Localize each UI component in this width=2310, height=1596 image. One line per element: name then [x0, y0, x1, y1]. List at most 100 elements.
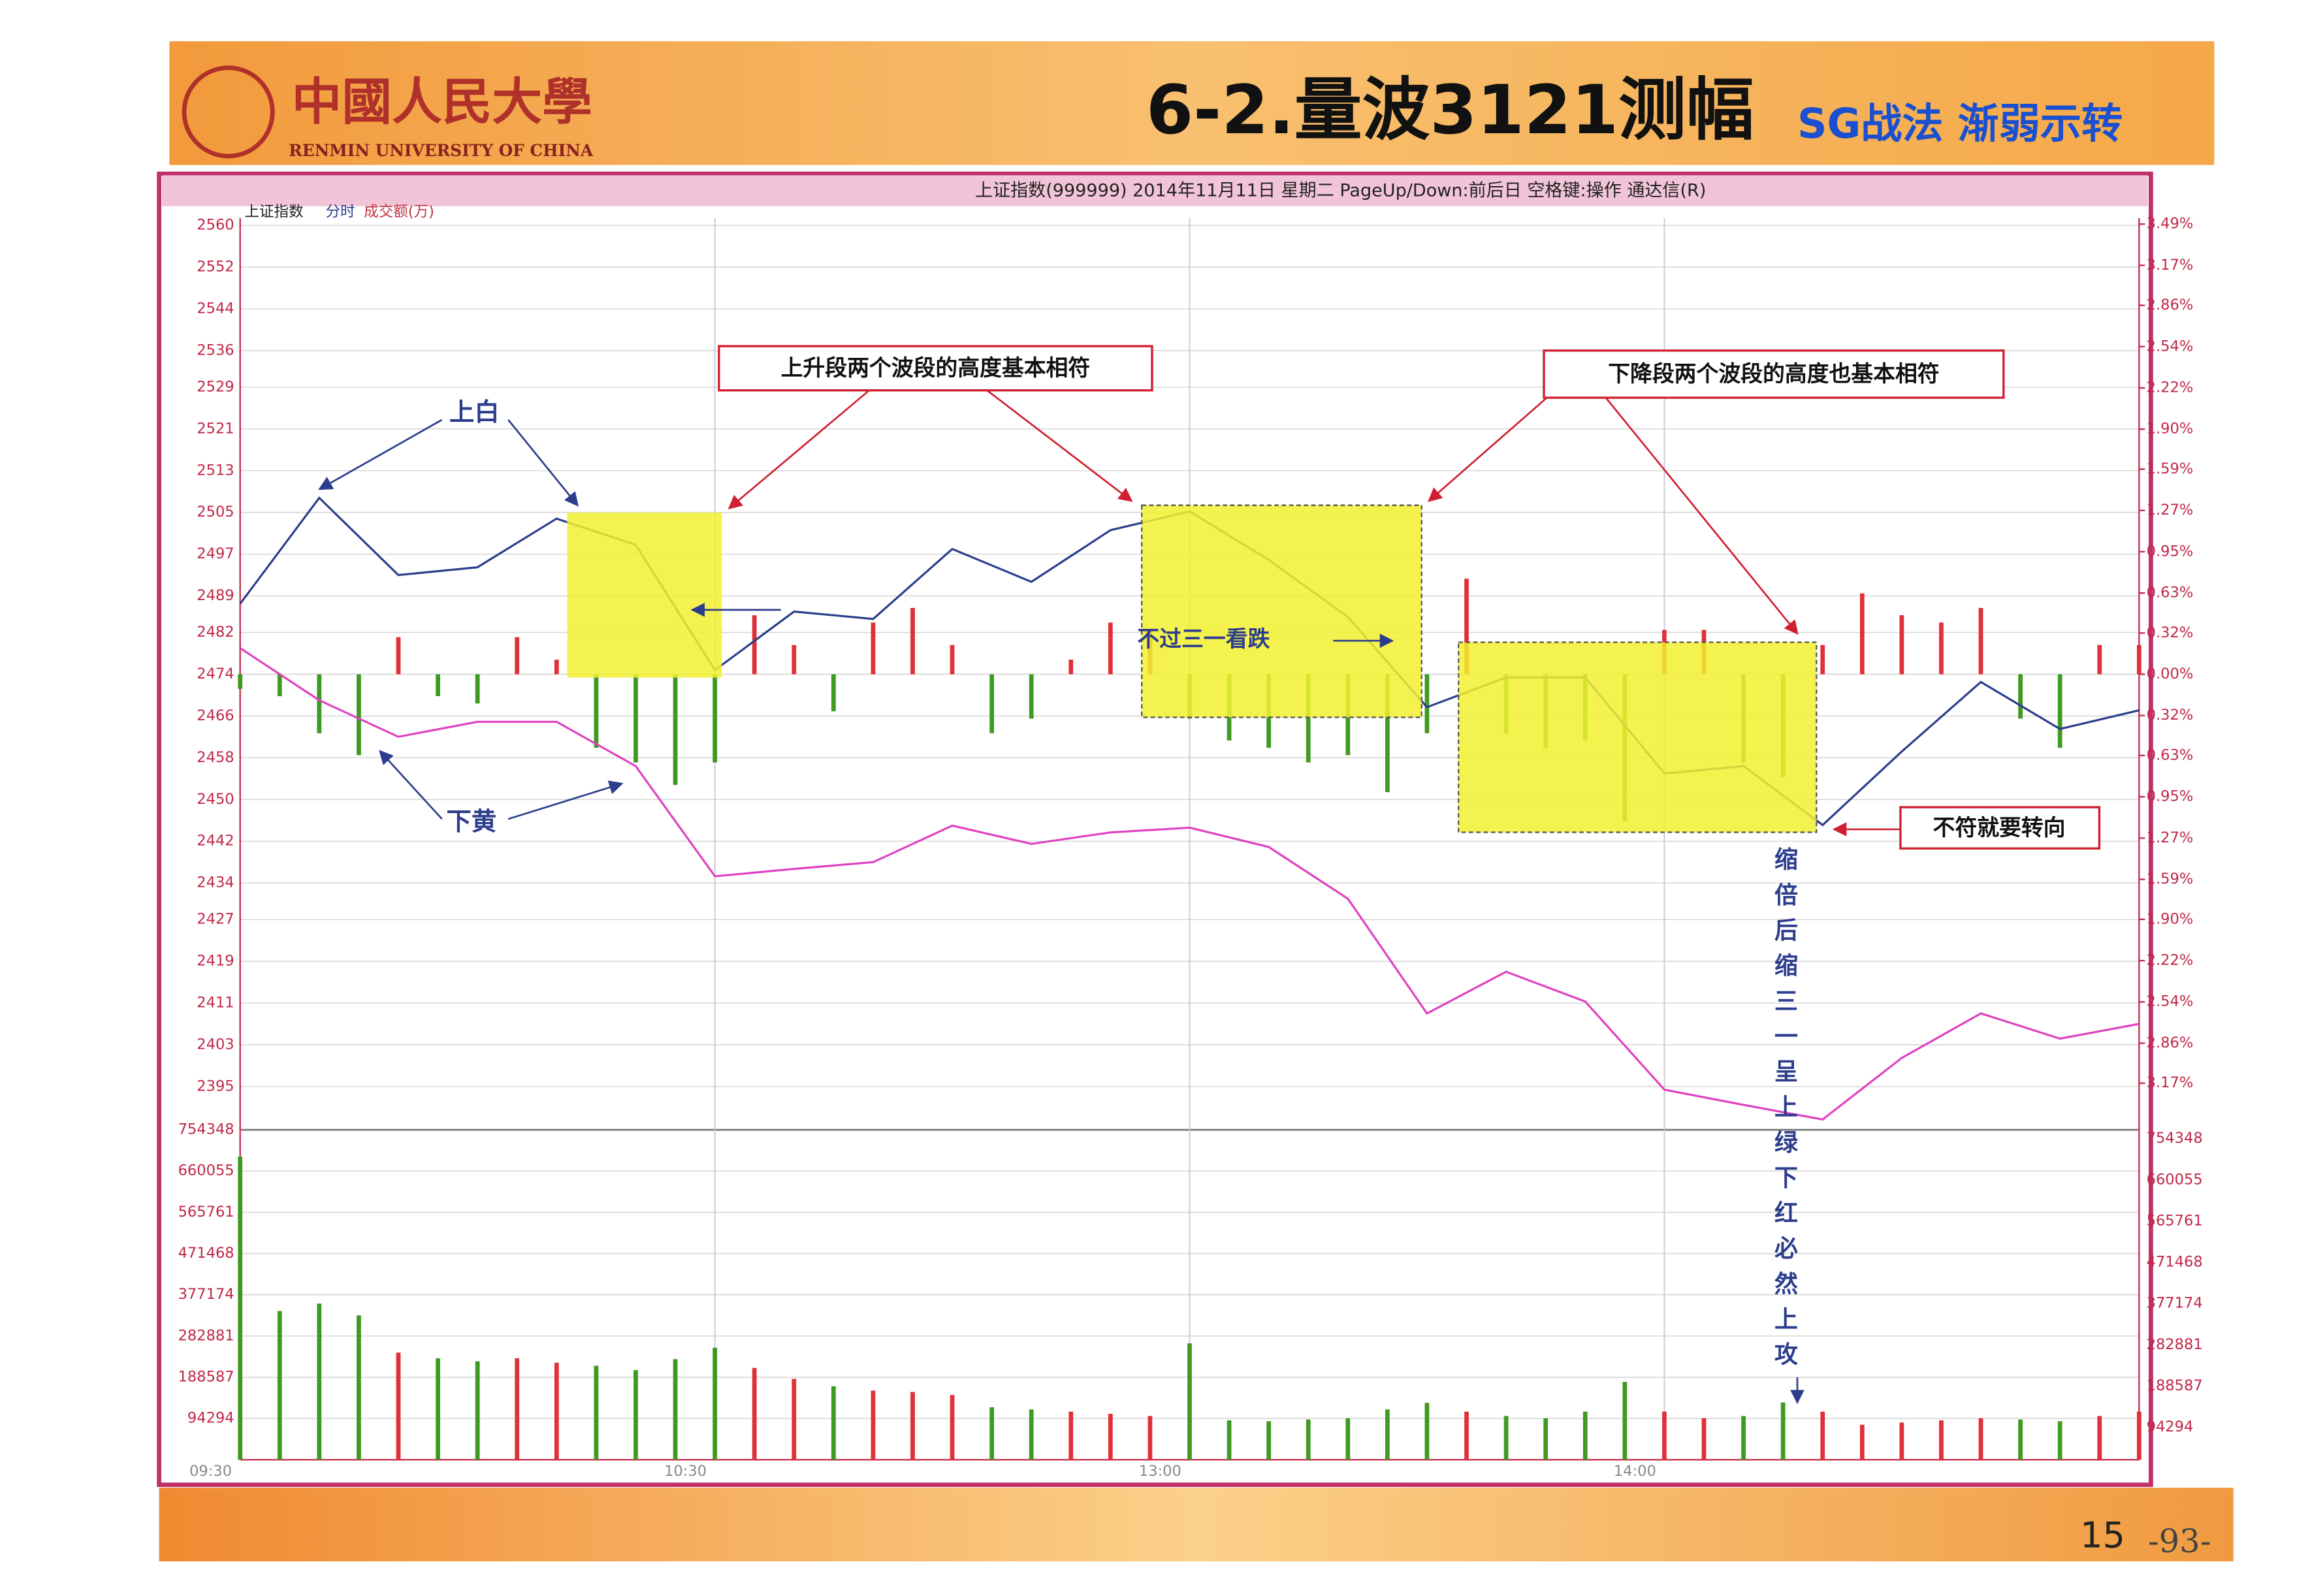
callout-box: [1543, 349, 2005, 399]
panel-label: 成交额(万): [364, 203, 434, 220]
volume-bar: [713, 1347, 717, 1460]
y2-tick-label: 2.22%: [2147, 952, 2194, 969]
panel-label: 分时: [326, 203, 355, 220]
volume-bar: [238, 1157, 243, 1460]
y2-tick-label: 0.95%: [2147, 788, 2194, 805]
volume-bar: [1424, 1403, 1430, 1460]
y2-tick-label: 2.86%: [2147, 1034, 2194, 1051]
volume-tick-label: 94294: [187, 1410, 234, 1427]
y-tick-label: 2466: [197, 707, 234, 724]
volume-bar: [1701, 1418, 1707, 1460]
y-tick-label: 2411: [197, 995, 234, 1012]
volume-bar: [1820, 1411, 1825, 1460]
volume-bar: [1859, 1424, 1865, 1460]
y-tick-label: 2474: [197, 665, 234, 682]
momentum-bar: [475, 674, 480, 704]
volume-bar: [277, 1311, 282, 1460]
volume-bar: [1464, 1411, 1469, 1460]
momentum-bar: [1859, 593, 1865, 675]
volume-bar: [1345, 1418, 1351, 1460]
volume-tick-label: 471468: [178, 1245, 234, 1262]
y2-tick-label: 0.63%: [2147, 746, 2194, 763]
volume-tick-label: 188587: [2147, 1377, 2203, 1394]
volume-bar: [1306, 1419, 1311, 1460]
y2-tick-label: 0.32%: [2147, 707, 2194, 724]
y2-tick-label: 1.90%: [2147, 910, 2194, 927]
annotation: 不符就要转向: [1933, 814, 2066, 840]
volume-bar: [1622, 1382, 1628, 1460]
x-tick-label: 10:30: [664, 1463, 707, 1480]
momentum-bar: [1385, 674, 1390, 793]
volume-bar: [436, 1358, 440, 1460]
volume-tick-label: 565761: [2147, 1212, 2203, 1229]
y-tick-label: 2450: [197, 791, 234, 808]
volume-bar: [1543, 1418, 1548, 1460]
page-number: -93-: [2148, 1522, 2211, 1560]
volume-bar: [752, 1367, 757, 1460]
momentum-bar: [1306, 674, 1311, 763]
y2-tick-label: 1.27%: [2147, 829, 2194, 846]
volume-bar: [1503, 1416, 1509, 1460]
momentum-bar: [1068, 660, 1074, 675]
volume-tick-label: 660055: [2147, 1171, 2203, 1188]
y-tick-label: 2552: [197, 259, 234, 276]
header-banner: [169, 41, 2215, 165]
y-tick-label: 2544: [197, 300, 234, 317]
annotation: 不过三一看跌: [1137, 626, 1270, 652]
momentum-bar: [1978, 607, 1983, 675]
momentum-bar: [673, 674, 678, 785]
y2-tick-label: 3.49%: [2147, 215, 2194, 232]
momentum-bar: [594, 674, 599, 748]
volume-bar: [1147, 1416, 1153, 1460]
momentum-bar: [989, 674, 995, 733]
volume-bar: [475, 1361, 480, 1460]
y2-tick-label: 1.90%: [2147, 421, 2194, 438]
volume-bar: [1108, 1414, 1113, 1460]
volume-bar: [1068, 1411, 1074, 1460]
volume-bar: [673, 1359, 678, 1460]
momentum-bar: [317, 674, 322, 733]
y-tick-label: 2434: [197, 874, 234, 891]
y-tick-label: 2536: [197, 342, 234, 359]
x-tick-label: 09:30: [189, 1463, 232, 1480]
momentum-bar: [1820, 645, 1825, 675]
momentum-bar: [1029, 674, 1034, 719]
y2-tick-label: 1.59%: [2147, 870, 2194, 887]
volume-tick-label: 471468: [2147, 1254, 2203, 1271]
y2-tick-label: 3.17%: [2147, 1074, 2194, 1091]
y2-tick-label: 0.32%: [2147, 624, 2194, 641]
y-tick-label: 2521: [197, 420, 234, 437]
highlight-box: [567, 512, 722, 678]
y2-tick-label: 2.86%: [2147, 296, 2194, 313]
y2-tick-label: 0.95%: [2147, 543, 2194, 560]
volume-bar: [1978, 1418, 1983, 1460]
volume-tick-label: 754348: [178, 1121, 234, 1138]
slide-subtitle: SG战法 渐弱示转: [1797, 99, 2123, 148]
y-tick-label: 2513: [197, 462, 234, 479]
momentum-bar: [396, 637, 401, 675]
slide-title: 6-2.量波3121测幅: [1146, 71, 1754, 150]
volume-tick-label: 377174: [178, 1286, 234, 1303]
highlight-box: [1458, 641, 1818, 833]
volume-tick-label: 94294: [2147, 1418, 2194, 1435]
volume-bar: [1187, 1343, 1192, 1460]
x-tick-label: 14:00: [1614, 1463, 1656, 1480]
volume-bar: [2057, 1421, 2062, 1460]
logo-en: RENMIN UNIVERSITY OF CHINA: [289, 141, 594, 160]
volume-bar: [989, 1407, 995, 1460]
annotation: 下降段两个波段的高度也基本相符: [1608, 360, 1939, 387]
momentum-bar: [2018, 674, 2023, 719]
volume-bar: [1662, 1411, 1667, 1460]
x-tick-label: 13:00: [1139, 1463, 1181, 1480]
volume-bar: [1227, 1420, 1232, 1460]
momentum-bar: [910, 607, 915, 675]
callout-box: [718, 345, 1153, 392]
annotation-vertical: 缩倍后缩三一呈上绿下红必然上攻: [1771, 847, 1799, 1377]
volume-bar: [2136, 1411, 2142, 1460]
y-tick-label: 2442: [197, 833, 234, 850]
logo-seal: [182, 65, 275, 159]
annotations: 上升段两个波段的高度基本相符 下降段两个波段的高度也基本相符 上白 下黄 不过三…: [318, 345, 2101, 1405]
y2-tick-label: 1.27%: [2147, 502, 2194, 519]
momentum-bar: [831, 674, 836, 712]
